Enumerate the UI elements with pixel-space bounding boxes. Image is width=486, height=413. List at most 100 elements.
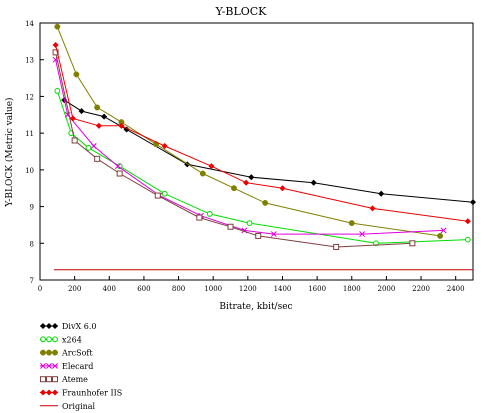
series-arcsoft	[54, 23, 444, 239]
x-tick-label: 0	[38, 285, 42, 293]
data-point	[255, 232, 262, 239]
data-point	[464, 236, 471, 243]
data-point	[469, 199, 477, 206]
legend-entry: ArcSoft	[40, 349, 93, 358]
x-tick-label: 600	[137, 285, 150, 293]
series-ateme	[52, 49, 416, 250]
legend-label: x264	[62, 335, 82, 344]
data-point	[71, 137, 78, 144]
y-tick-label: 11	[25, 130, 34, 138]
y-tick-label: 14	[25, 20, 34, 28]
data-point	[437, 232, 444, 239]
data-point	[52, 336, 58, 343]
data-point	[378, 190, 385, 197]
y-tick-label: 12	[25, 93, 34, 101]
x-tick-label: 1600	[308, 285, 326, 293]
plot-area-frame	[39, 22, 474, 281]
data-point	[46, 336, 52, 343]
data-point	[78, 108, 85, 115]
data-point	[46, 376, 52, 383]
x-tick-label: 1400	[274, 285, 292, 293]
data-point	[39, 389, 47, 396]
series-line	[55, 52, 413, 248]
legend-label: ArcSoft	[61, 349, 93, 358]
data-point	[46, 349, 52, 356]
series-line	[55, 44, 468, 222]
series-divx-6-0	[61, 97, 477, 206]
data-point	[52, 376, 58, 383]
data-point	[95, 122, 102, 129]
x-tick-label: 200	[68, 285, 81, 293]
y-tick-label: 7	[30, 277, 34, 285]
data-point	[101, 113, 108, 120]
x-tick-label: 2000	[377, 285, 395, 293]
data-point	[52, 349, 58, 356]
data-point	[40, 362, 46, 369]
data-point	[51, 389, 59, 396]
data-point	[248, 174, 255, 181]
data-point	[94, 155, 101, 162]
x-tick-label: 1200	[239, 285, 257, 293]
data-point	[199, 170, 206, 177]
legend-entry: DivX 6.0	[39, 322, 96, 331]
data-point	[52, 362, 58, 369]
chart-title: Y-BLOCK	[215, 5, 268, 18]
data-point	[73, 71, 80, 78]
x-tick-label: 800	[172, 285, 185, 293]
data-point	[333, 243, 340, 250]
series-fraunhofer-iis	[52, 42, 471, 225]
data-point	[208, 163, 215, 170]
data-point	[116, 170, 123, 177]
series-line	[56, 26, 441, 237]
data-point	[85, 144, 92, 151]
y-tick-label: 10	[25, 167, 34, 175]
data-point	[52, 42, 59, 49]
data-point	[114, 163, 121, 170]
data-point	[40, 336, 46, 343]
data-point	[40, 376, 46, 383]
data-point	[279, 185, 286, 192]
data-point	[262, 199, 269, 206]
data-point	[51, 322, 59, 330]
data-point	[348, 220, 355, 227]
data-point	[440, 227, 447, 234]
data-point	[369, 205, 376, 212]
x-tick-label: 400	[103, 285, 116, 293]
data-point	[40, 349, 46, 356]
legend-label: Original	[62, 402, 96, 411]
series-line	[55, 59, 444, 235]
data-point	[54, 88, 61, 94]
series-layer	[52, 23, 477, 271]
data-point	[464, 218, 471, 225]
x-tick-label: 2400	[447, 285, 465, 293]
x-axis-ticks: 0 200 400 600 800 1000 1200 1400 1600 1800 2000 220…	[38, 276, 465, 293]
series-line	[63, 99, 474, 203]
data-point	[94, 104, 101, 111]
y-tick-label: 13	[25, 57, 34, 65]
x-tick-label: 1000	[204, 285, 222, 293]
data-point	[161, 190, 168, 197]
data-point	[54, 23, 61, 30]
data-point	[373, 240, 379, 247]
data-point	[161, 142, 168, 150]
legend: DivX 6.0 x264 ArcSoft Elecard Ateme Fraunhofe…	[39, 322, 122, 411]
data-point	[154, 192, 161, 199]
legend-entry: Elecard	[40, 362, 93, 371]
data-point	[46, 362, 52, 369]
data-point	[45, 389, 53, 396]
data-point	[246, 220, 253, 226]
data-point	[196, 214, 203, 221]
legend-entry: Original	[40, 402, 96, 411]
legend-entry: x264	[40, 335, 82, 344]
data-point	[310, 179, 317, 186]
legend-entry: Fraunhofer IIS	[39, 389, 122, 398]
data-point	[118, 122, 125, 129]
legend-label: Ateme	[61, 375, 88, 384]
data-point	[227, 223, 234, 230]
y-axis-label: Y-BLOCK (Metric value)	[4, 97, 15, 207]
data-point	[270, 231, 277, 238]
data-point	[359, 231, 366, 238]
data-point	[52, 49, 59, 56]
x-axis-label: Bitrate, kbit/sec	[219, 302, 292, 312]
